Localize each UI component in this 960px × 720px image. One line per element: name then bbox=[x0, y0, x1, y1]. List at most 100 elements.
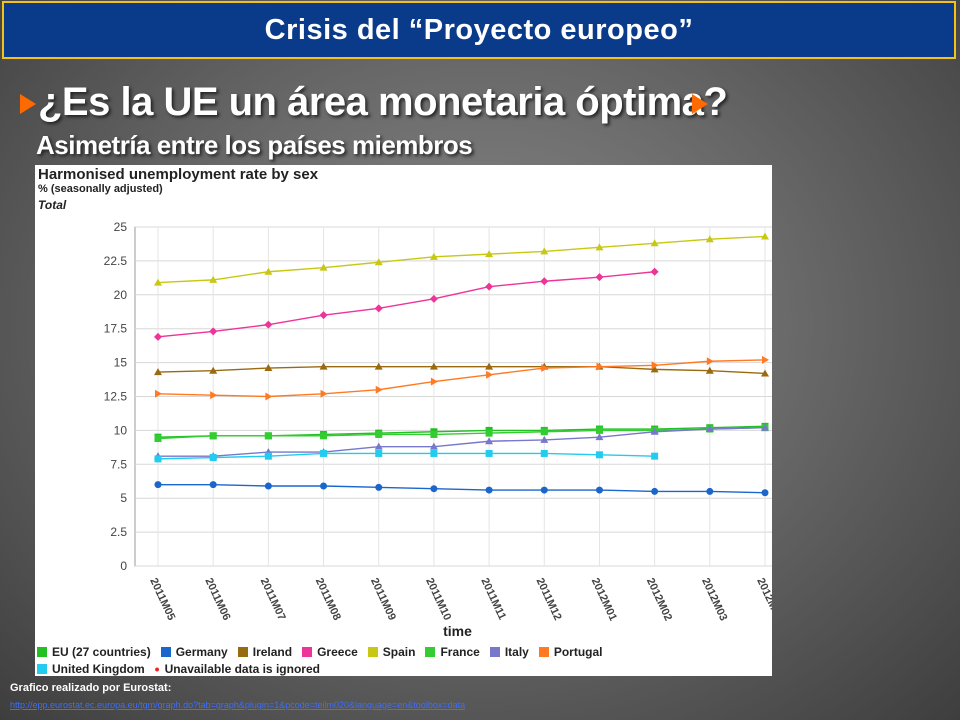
legend-label: Italy bbox=[504, 644, 529, 659]
x-tick-label: 2012M03 bbox=[699, 576, 729, 623]
data-point bbox=[595, 243, 604, 251]
y-tick-label-left: 12.5 bbox=[104, 390, 128, 404]
y-tick-label-left: 17.5 bbox=[104, 322, 128, 336]
y-tick-label-left: 22.5 bbox=[104, 254, 128, 268]
data-point bbox=[374, 304, 383, 313]
data-point bbox=[374, 258, 383, 266]
chart-filter: Total bbox=[38, 198, 67, 212]
slide-heading: ¿Es la UE un área monetaria óptima? bbox=[38, 80, 728, 124]
data-point bbox=[154, 278, 162, 286]
x-tick-label: 2011M09 bbox=[368, 576, 398, 622]
legend-label: Greece bbox=[317, 644, 358, 659]
data-point bbox=[375, 483, 383, 491]
data-point bbox=[705, 366, 714, 374]
data-point bbox=[209, 432, 217, 440]
legend-label: United Kingdom bbox=[52, 661, 145, 676]
legend-item: France bbox=[425, 645, 480, 659]
data-point bbox=[540, 277, 549, 286]
x-tick-label: 2012M04 bbox=[754, 576, 772, 623]
data-point bbox=[485, 282, 494, 291]
x-tick-label: 2011M07 bbox=[258, 576, 288, 622]
data-point bbox=[651, 487, 659, 495]
legend-swatch bbox=[302, 646, 313, 657]
x-tick-label: 2011M11 bbox=[478, 576, 508, 622]
x-tick-label: 2011M08 bbox=[313, 576, 343, 622]
data-point bbox=[540, 449, 548, 457]
bullet-arrow-icon bbox=[20, 94, 36, 114]
data-point bbox=[264, 482, 272, 490]
y-tick-label-left: 10 bbox=[114, 423, 128, 437]
data-point bbox=[651, 361, 659, 370]
series-line bbox=[158, 426, 766, 457]
series-line bbox=[157, 235, 766, 284]
y-tick-label-left: 7.5 bbox=[110, 457, 127, 471]
legend-item: United Kingdom bbox=[37, 662, 145, 676]
line-chart: 002.52.5557.57.5101012.512.5151517.517.5… bbox=[104, 220, 772, 639]
data-point bbox=[264, 320, 273, 329]
legend-item: Spain bbox=[367, 645, 415, 659]
data-point bbox=[374, 442, 383, 450]
legend-label: EU (27 countries) bbox=[52, 644, 151, 659]
y-tick-label-left: 25 bbox=[114, 220, 128, 234]
data-point bbox=[375, 385, 383, 394]
data-point bbox=[429, 294, 438, 303]
chart-legend: EU (27 countries) Germany Ireland Greece Spa… bbox=[37, 643, 772, 677]
data-point bbox=[705, 235, 714, 243]
data-point bbox=[319, 311, 328, 320]
legend-label: Portugal bbox=[553, 644, 603, 659]
data-point bbox=[154, 435, 162, 443]
data-point bbox=[429, 362, 438, 370]
data-point bbox=[650, 239, 659, 247]
data-point bbox=[595, 451, 603, 459]
y-tick-label-left: 15 bbox=[114, 356, 128, 370]
data-point bbox=[595, 433, 604, 441]
data-point bbox=[265, 392, 273, 401]
data-point bbox=[540, 486, 548, 494]
y-tick-label-left: 0 bbox=[120, 559, 127, 573]
chart-panel: 002.52.5557.57.5101012.512.5151517.517.5… bbox=[35, 165, 772, 677]
data-point bbox=[540, 247, 549, 255]
x-tick-label: 2012M02 bbox=[644, 576, 674, 623]
legend-swatch bbox=[538, 646, 549, 657]
series-line bbox=[157, 365, 766, 375]
data-point bbox=[706, 357, 714, 366]
data-point bbox=[541, 364, 549, 373]
legend-item: Greece bbox=[302, 645, 358, 659]
data-point bbox=[154, 368, 162, 376]
series-line bbox=[157, 359, 766, 398]
data-point bbox=[320, 432, 328, 440]
source-link[interactable]: http://epp.eurostat.ec.europa.eu/tgm/gra… bbox=[10, 700, 466, 710]
series-line bbox=[157, 452, 655, 460]
data-point bbox=[319, 362, 328, 370]
data-point bbox=[430, 377, 438, 386]
legend-row: United Kingdom • Unavailable data is ignor… bbox=[37, 660, 772, 677]
legend-label: Ireland bbox=[252, 644, 293, 659]
data-point bbox=[761, 369, 769, 377]
data-point bbox=[374, 362, 383, 370]
data-point bbox=[154, 481, 162, 489]
data-point bbox=[155, 389, 162, 398]
legend-row: EU (27 countries) Germany Ireland Greece Spa… bbox=[37, 643, 772, 660]
data-point bbox=[430, 449, 438, 457]
series-line bbox=[157, 426, 766, 440]
data-point bbox=[706, 487, 714, 495]
data-point bbox=[650, 267, 659, 276]
data-point bbox=[209, 366, 218, 374]
legend-swatch bbox=[160, 646, 171, 657]
data-point bbox=[209, 481, 217, 489]
data-point bbox=[320, 389, 328, 398]
data-point bbox=[154, 332, 162, 341]
data-point bbox=[210, 391, 218, 400]
data-point bbox=[650, 427, 659, 435]
x-tick-label: 2011M12 bbox=[534, 576, 564, 622]
data-point bbox=[375, 449, 383, 457]
legend-swatch bbox=[489, 646, 500, 657]
slide-title-bar: Crisis del “Proyecto europeo” bbox=[2, 1, 956, 59]
data-point bbox=[595, 486, 603, 494]
legend-swatch bbox=[367, 646, 378, 657]
legend-swatch bbox=[37, 663, 47, 674]
data-point bbox=[429, 442, 438, 450]
legend-swatch bbox=[237, 646, 248, 657]
data-point bbox=[209, 454, 217, 462]
x-tick-label: 2011M06 bbox=[202, 576, 232, 622]
